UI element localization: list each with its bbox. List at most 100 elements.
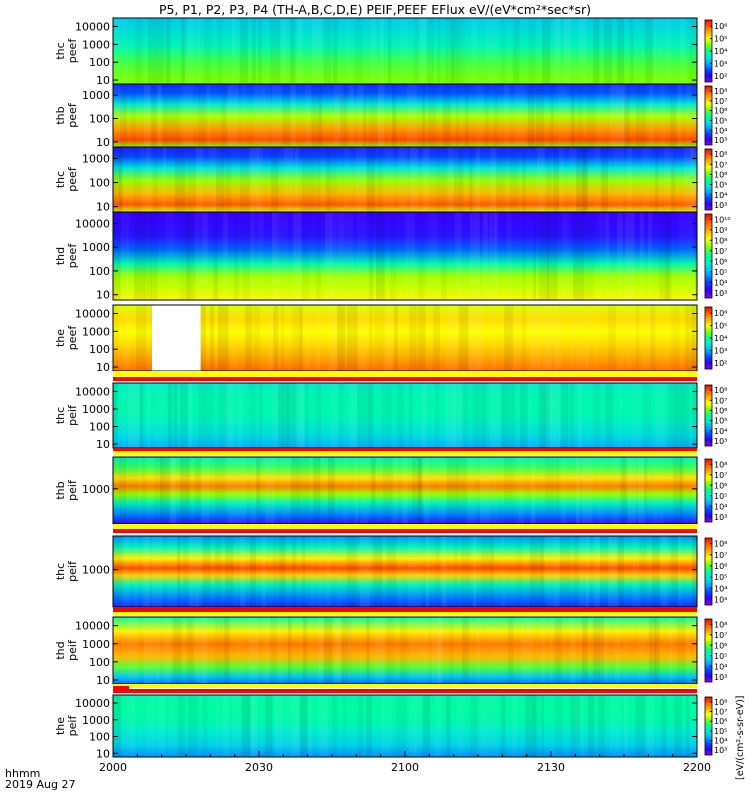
colorbar-2 [704,85,713,146]
colorbar-unit-label: [eV/(cm²-s-sr-eV)] [735,695,746,780]
separator-band [113,684,697,688]
y-tick-label: 1000 [82,638,110,651]
colorbar-tick-label: 10⁴ [714,47,727,56]
colorbar-tick-label: 10⁶ [714,170,727,179]
y-tick-label: 10 [96,289,110,302]
colorbar-tick-label: 10⁴ [714,584,727,593]
colorbar-tick-label: 10⁸ [714,698,727,707]
spectrogram-10 [113,695,697,757]
y-axis-label: peif [66,715,79,737]
y-axis-label: thd [54,247,67,265]
y-axis-label: thc [54,171,67,188]
y-tick-label: 1000 [82,483,110,496]
y-tick-label: 10000 [75,385,110,398]
colorbar-tick-label: 10⁵ [714,322,727,331]
colorbar-3 [704,148,713,211]
colorbar-tick-label: 10³ [714,201,727,210]
y-axis-label: thb [54,106,67,124]
y-tick-label: 100 [89,56,110,69]
separator-band [113,689,697,693]
colorbar-tick-label: 10⁷ [714,247,727,256]
colorbar-tick-label: 10³ [714,136,727,145]
colorbar-tick-label: 10⁴ [714,334,727,343]
y-tick-label: 10 [96,747,110,760]
colorbar-tick-label: 10⁶ [714,641,727,650]
y-tick-label: 100 [89,112,110,125]
y-tick-label: 100 [89,731,110,744]
y-tick-label: 1000 [82,325,110,338]
y-tick-label: 10000 [75,21,110,34]
y-tick-label: 100 [89,421,110,434]
y-axis-label: peif [66,404,79,426]
y-axis-label: peif [66,639,79,661]
colorbar-4 [704,213,713,299]
y-tick-label: 1000 [82,241,110,254]
colorbar-tick-label: 10⁸ [714,236,727,245]
colorbar-tick-label: 10⁴ [714,662,727,671]
colorbar-tick-label: 10³ [714,59,727,68]
spectrogram-1 [113,18,697,84]
spectrogram-3 [113,147,697,212]
colorbar-tick-label: 10⁴ [714,278,727,287]
colorbar-tick-label: 10⁴ [714,502,727,511]
x-tick-label: 2030 [245,761,273,774]
y-axis-label: thd [54,641,67,659]
colorbar-tick-label: 10⁵ [714,268,727,277]
date-label: 2019 Aug 27 [5,778,76,791]
colorbar-tick-label: 10⁸ [714,386,727,395]
spectrogram-7 [113,457,697,524]
colorbar-tick-label: 10⁷ [714,471,727,480]
y-tick-label: 10 [96,361,110,374]
separator-band [113,612,697,616]
colorbar-tick-label: 10⁶ [714,717,727,726]
time-format-label: hhmm [5,767,41,780]
colorbar-tick-label: 10³ [714,513,727,522]
y-tick-label: 10 [96,674,110,687]
colorbar-tick-label: 10¹⁰ [714,215,731,224]
colorbar-tick-label: 10⁸ [714,150,727,159]
y-tick-label: 100 [89,656,110,669]
colorbar-tick-label: 10⁶ [714,481,727,490]
colorbar-tick-label: 10⁴ [714,126,727,135]
y-tick-label: 10000 [75,697,110,710]
colorbar-tick-label: 10³ [714,346,727,355]
panel-1: 10 100 1000 10000 thc peef 10² 10³ 10⁴ 10⁵ 10⁶ [54,17,727,87]
separator-band [113,451,697,456]
colorbar-tick-label: 10⁵ [714,727,727,736]
y-tick-label: 10 [96,438,110,451]
spectrogram-4 [113,212,697,300]
y-tick-label: 100 [89,265,110,278]
y-tick-label: 1000 [82,564,110,577]
time-axis: 2000 2030 2100 2130 2200 [99,751,711,774]
y-tick-label: 10000 [75,308,110,321]
y-tick-label: 1000 [82,403,110,416]
colorbar-tick-label: 10⁵ [714,492,727,501]
y-axis-label: thc [54,407,67,424]
y-tick-label: 1000 [82,89,110,102]
y-axis-label: the [54,717,67,735]
colorbar-tick-label: 10⁹ [714,226,727,235]
colorbar-tick-label: 10⁵ [714,652,727,661]
y-axis-label: peef [66,166,79,192]
y-tick-label: 100 [89,177,110,190]
colorbar-tick-label: 10⁸ [714,460,727,469]
y-axis-label: thb [54,481,67,499]
chart-title: P5, P1, P2, P3, P4 (TH-A,B,C,D,E) PEIF,P… [158,2,592,17]
colorbar-tick-label: 10⁵ [714,116,727,125]
colorbar-tick-label: 10⁶ [714,562,727,571]
colorbar-tick-label: 10⁷ [714,708,727,717]
separator-band [113,448,697,451]
y-tick-label: 10000 [75,217,110,230]
y-tick-label: 1000 [82,714,110,727]
colorbar-6 [704,384,713,447]
colorbar-tick-label: 10⁶ [714,406,727,415]
x-tick-label: 2100 [391,761,419,774]
y-tick-label: 10 [96,201,110,214]
colorbar-tick-label: 10⁸ [714,620,727,629]
